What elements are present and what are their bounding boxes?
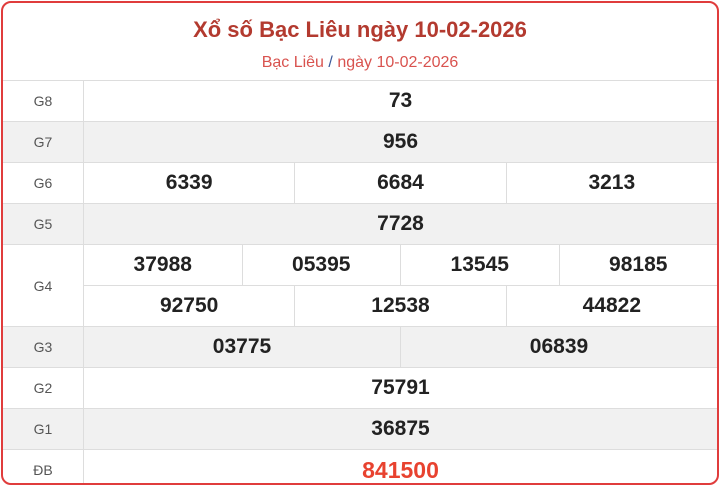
- result-header: Xổ số Bạc Liêu ngày 10-02-2026 Bạc Liêu …: [3, 3, 717, 81]
- prize-number: 7728: [377, 212, 424, 235]
- prize-line: 75791: [84, 368, 717, 408]
- prize-line: 7728: [84, 204, 717, 244]
- prize-line: 36875: [84, 409, 717, 449]
- prize-values: 6339 6684 3213: [84, 163, 717, 203]
- prize-number: 3213: [505, 163, 717, 203]
- prize-label: G7: [3, 122, 84, 162]
- prize-values: 956: [84, 122, 717, 162]
- prize-number: 75791: [371, 376, 430, 399]
- prize-number: 05395: [241, 245, 401, 285]
- prize-row-g5: G5 7728: [3, 204, 717, 245]
- prize-row-g8: G8 73: [3, 81, 717, 122]
- prize-line: 03775 06839: [84, 327, 717, 367]
- prize-label: G6: [3, 163, 84, 203]
- prize-number: 98185: [558, 245, 718, 285]
- prize-label: G3: [3, 327, 84, 367]
- results-table: G8 73 G7 956 G6 6339 6684 3213 G5 7728 G4 37988 0539…: [3, 81, 717, 483]
- prize-row-db: ĐB 841500: [3, 450, 717, 483]
- prize-row-g4: G4 37988 05395 13545 98185 92750 12538 44822: [3, 245, 717, 327]
- prize-row-g2: G2 75791: [3, 368, 717, 409]
- special-prize-number: 841500: [362, 456, 439, 483]
- prize-values: 73: [84, 81, 717, 121]
- prize-row-g6: G6 6339 6684 3213: [3, 163, 717, 204]
- prize-number: 73: [388, 89, 413, 112]
- prize-row-g3: G3 03775 06839: [3, 327, 717, 368]
- prize-values: 75791: [84, 368, 717, 408]
- prize-values: 37988 05395 13545 98185 92750 12538 44822: [84, 245, 717, 326]
- prize-number: 13545: [400, 245, 559, 285]
- prize-number: 6684: [294, 163, 505, 203]
- prize-line: 841500: [84, 450, 717, 483]
- prize-label: ĐB: [3, 450, 84, 483]
- prize-line: 956: [84, 122, 717, 162]
- page-title: Xổ số Bạc Liêu ngày 10-02-2026: [193, 17, 527, 42]
- prize-number: 06839: [400, 327, 717, 367]
- prize-label: G8: [3, 81, 84, 121]
- breadcrumb-date: ngày 10-02-2026: [337, 54, 459, 71]
- prize-number: 37988: [133, 253, 192, 276]
- prize-values: 7728: [84, 204, 717, 244]
- prize-row-g1: G1 36875: [3, 409, 717, 450]
- prize-line: 37988 05395 13545 98185: [84, 245, 717, 285]
- prize-number: 956: [382, 130, 419, 153]
- prize-number: 03775: [212, 335, 272, 358]
- prize-label: G4: [3, 245, 84, 326]
- prize-values: 03775 06839: [84, 327, 717, 367]
- breadcrumb-province-link[interactable]: Bạc Liêu: [261, 54, 324, 71]
- prize-number: 92750: [159, 294, 219, 317]
- prize-values: 36875: [84, 409, 717, 449]
- prize-number: 6339: [165, 171, 213, 194]
- prize-label: G1: [3, 409, 84, 449]
- prize-label: G2: [3, 368, 84, 408]
- prize-label: G5: [3, 204, 84, 244]
- prize-row-g7: G7 956: [3, 122, 717, 163]
- prize-line: 73: [84, 81, 717, 121]
- breadcrumb: Bạc Liêu / ngày 10-02-2026: [3, 54, 717, 72]
- prize-number: 44822: [505, 286, 717, 326]
- prize-number: 36875: [371, 417, 430, 440]
- prize-line: 6339 6684 3213: [84, 163, 717, 203]
- prize-line: 92750 12538 44822: [84, 285, 717, 326]
- prize-number: 12538: [294, 286, 505, 326]
- prize-values: 841500: [84, 450, 717, 483]
- breadcrumb-separator: /: [328, 54, 333, 71]
